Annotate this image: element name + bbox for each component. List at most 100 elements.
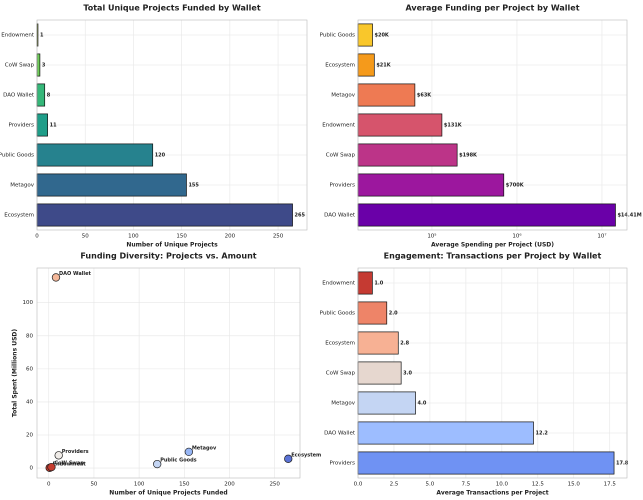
bar — [36, 83, 46, 107]
bar — [357, 421, 534, 445]
y-tick-label: 100 — [23, 300, 34, 306]
y-tick-label: Endowment — [322, 123, 356, 129]
x-tick-label: 100 — [128, 234, 139, 240]
bar — [357, 203, 616, 227]
y-tick-label: Metagov — [10, 183, 35, 189]
point-label: DAO Wallet — [59, 271, 92, 277]
value-label: $14.41M — [617, 213, 641, 219]
y-tick-label: CoW Swap — [5, 63, 35, 69]
value-label: $131K — [444, 123, 463, 129]
point — [153, 459, 162, 469]
y-tick-label: Endowment — [1, 33, 35, 39]
x-tick-label: 7.5 — [462, 482, 471, 488]
x-axis-label: Number of Unique Projects — [126, 242, 218, 249]
bar — [357, 113, 443, 137]
point-label: Metagov — [192, 445, 217, 451]
value-label: 12.2 — [535, 431, 548, 437]
y-tick-label: CoW Swap — [326, 153, 356, 159]
value-label: 17.8 — [616, 461, 629, 467]
point-label: Providers — [62, 449, 89, 455]
value-label: 1.0 — [374, 281, 383, 287]
value-label: 11 — [50, 123, 57, 129]
y-tick-label: Ecosystem — [325, 63, 355, 69]
value-label: 1 — [40, 33, 44, 39]
value-label: 8 — [47, 93, 51, 99]
y-tick-label: 0 — [30, 466, 34, 472]
point-label: Endowment — [53, 461, 87, 467]
point — [47, 462, 56, 472]
plot-frame — [357, 267, 628, 479]
value-label: $700K — [506, 183, 525, 189]
y-tick-label: Metagov — [331, 401, 356, 407]
point-label: Public Goods — [160, 458, 196, 464]
bar — [36, 143, 154, 167]
bar — [357, 451, 615, 475]
value-label: $20K — [375, 33, 390, 39]
bar — [357, 361, 402, 385]
x-axis-label: Average Spending per Project (USD) — [431, 242, 554, 249]
bar — [357, 143, 458, 167]
value-label: 265 — [295, 213, 306, 219]
value-label: 155 — [188, 183, 199, 189]
bar — [36, 173, 187, 197]
point — [54, 451, 63, 460]
x-tick-label: 200 — [225, 234, 236, 240]
x-axis-label: Number of Unique Projects Funded — [109, 490, 227, 497]
point — [51, 273, 61, 282]
point — [184, 447, 193, 457]
x-tick-label: 250 — [269, 482, 280, 488]
y-tick-label: Providers — [329, 183, 355, 189]
plot-frame — [357, 19, 628, 231]
x-tick-label: 0 — [47, 482, 51, 488]
point-label: CoW Swap — [54, 461, 84, 467]
value-label: 120 — [155, 153, 166, 159]
y-tick-label: Providers — [8, 123, 34, 129]
y-tick-label: Public Goods — [0, 153, 34, 159]
x-tick-label: 2.5 — [390, 482, 399, 488]
y-tick-label: DAO Wallet — [3, 93, 35, 99]
x-tick-label: 200 — [224, 482, 235, 488]
x-tick-label: 5.0 — [426, 482, 435, 488]
value-label: $198K — [459, 153, 478, 159]
value-label: $63K — [417, 93, 432, 99]
point — [284, 454, 293, 463]
bar — [36, 203, 293, 227]
y-tick-label: 60 — [26, 366, 33, 372]
plot-frame — [36, 19, 308, 231]
y-axis-label: Total Spent (Millions USD) — [12, 329, 19, 418]
y-tick-label: Providers — [329, 461, 355, 467]
value-label: 2.0 — [389, 311, 398, 317]
x-tick-label: 150 — [176, 234, 187, 240]
value-label: 4.0 — [418, 401, 427, 407]
bar — [357, 391, 416, 415]
bar — [357, 301, 388, 325]
x-tick-label: 50 — [90, 482, 97, 488]
y-tick-label: Ecosystem — [4, 213, 34, 219]
y-tick-label: DAO Wallet — [324, 431, 356, 437]
value-label: 2.8 — [400, 341, 409, 347]
x-tick-label: 17.5 — [604, 482, 617, 488]
y-tick-label: 40 — [26, 399, 33, 405]
x-tick-label: 10⁵ — [427, 233, 436, 240]
y-tick-label: Public Goods — [320, 311, 356, 317]
x-tick-label: 150 — [179, 482, 190, 488]
y-tick-label: 80 — [26, 333, 33, 339]
x-tick-label: 0 — [35, 234, 39, 240]
y-tick-label: Endowment — [322, 281, 356, 287]
chart-title: Average Funding per Project by Wallet — [405, 4, 579, 13]
x-tick-label: 0.0 — [354, 482, 363, 488]
y-tick-label: DAO Wallet — [324, 213, 356, 219]
bar — [357, 53, 375, 77]
value-label: $21K — [376, 63, 391, 69]
x-tick-label: 100 — [134, 482, 145, 488]
x-tick-label: 250 — [273, 234, 284, 240]
bar — [357, 83, 416, 107]
value-label: 3.0 — [403, 371, 412, 377]
y-tick-label: CoW Swap — [326, 371, 356, 377]
bar — [36, 113, 48, 137]
x-tick-label: 15.0 — [568, 482, 581, 488]
y-tick-label: Ecosystem — [325, 341, 355, 347]
x-tick-label: 12.5 — [532, 482, 545, 488]
plot-frame — [36, 267, 301, 479]
